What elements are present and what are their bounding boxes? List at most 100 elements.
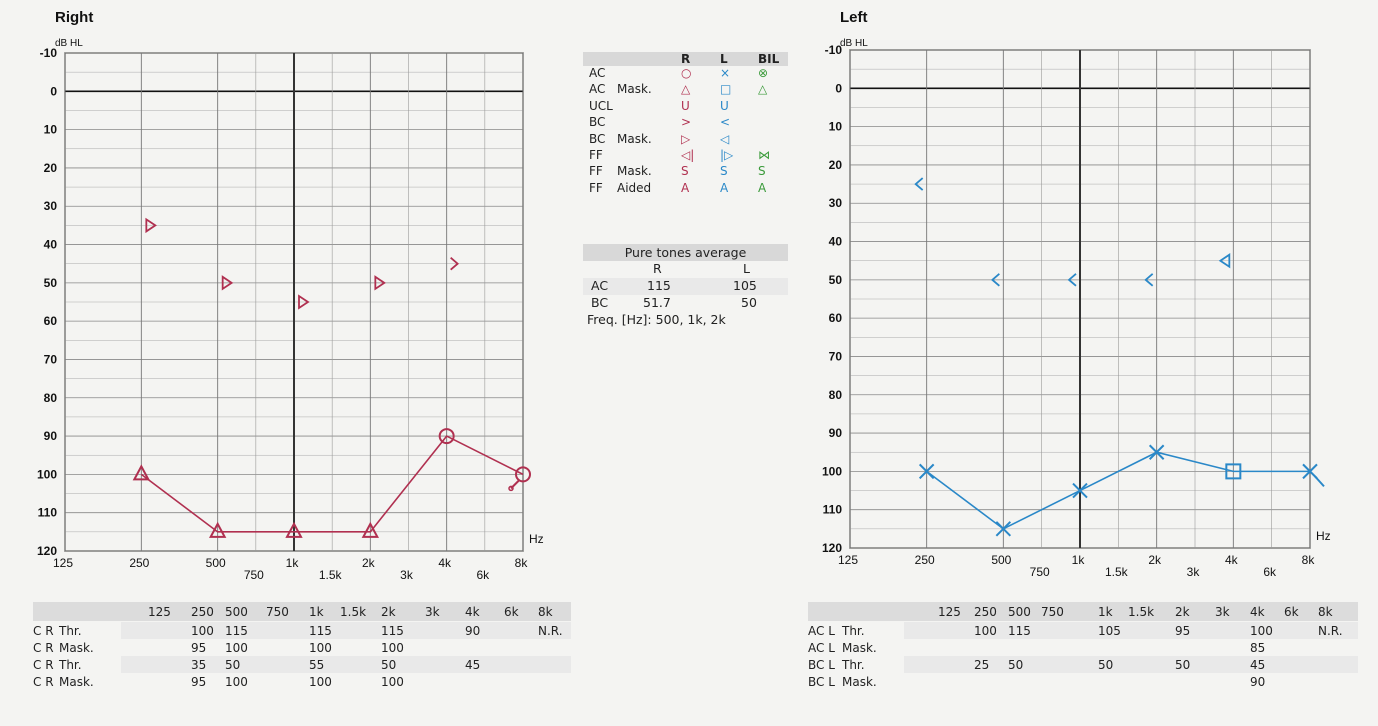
legend-label: BC — [589, 115, 606, 130]
x-tick-label: 8k — [1302, 553, 1316, 567]
legend-symbol-l: < — [720, 115, 731, 130]
table-header-cell: 1k — [309, 605, 324, 619]
table-row-code: BC L — [808, 658, 835, 672]
table-row-code: C R — [33, 658, 54, 672]
y-tick-label: 30 — [829, 196, 843, 210]
x-tick-label: 4k — [438, 556, 452, 570]
table-header-cell: 4k — [465, 605, 480, 619]
legend-label: FF — [589, 180, 603, 195]
data-point-ac-cross — [1302, 463, 1318, 480]
table-row-code: BC L — [808, 675, 835, 689]
x-tick-label: 1k — [1072, 553, 1086, 567]
table-cell: 115 — [225, 624, 248, 638]
table-cell: N.R. — [1318, 624, 1343, 638]
table-header-cell: 3k — [1215, 605, 1230, 619]
pure-tone-average: Pure tones average R L AC 115 105 BC 51.… — [583, 244, 788, 329]
x-tick-label: 1.5k — [1105, 565, 1129, 579]
data-point-ac-masked — [361, 521, 380, 538]
table-cell: 100 — [225, 641, 248, 655]
legend-label-qualifier: Mask. — [617, 131, 652, 146]
x-tick-label: 125 — [53, 556, 73, 570]
y-tick-label: 60 — [44, 314, 58, 328]
table-row-code: AC L — [808, 641, 835, 655]
legend-symbol-l: ◁ — [720, 131, 730, 146]
table-cell: 100 — [309, 641, 332, 655]
data-point-ac-cross — [1148, 444, 1165, 460]
y-tick-label: 70 — [829, 349, 843, 363]
y-tick-label: 120 — [822, 541, 842, 555]
y-axis-label: dB HL — [55, 38, 83, 49]
table-header-cell: 8k — [538, 605, 553, 619]
table-cell: 50 — [1098, 658, 1114, 672]
table-cell: 25 — [974, 658, 990, 672]
x-tick-label: 4k — [1225, 553, 1239, 567]
x-tick-label: 2k — [362, 556, 376, 570]
legend-symbol-l: × — [720, 66, 731, 80]
table-row-code: C R — [33, 675, 54, 689]
pta-label: BC — [591, 295, 609, 310]
table-row-code: AC L — [808, 624, 835, 638]
table-row — [121, 622, 571, 639]
legend-row: AC ○ × ⊗ — [583, 66, 788, 82]
legend-label-qualifier: Mask. — [617, 82, 652, 97]
table-cell: 100 — [191, 624, 214, 638]
x-tick-label: 2k — [1148, 553, 1162, 567]
x-tick-label: 6k — [1263, 565, 1277, 579]
table-cell: 100 — [1250, 624, 1273, 638]
table-cell: 100 — [309, 675, 332, 689]
legend-symbol-bil: ⊗ — [758, 66, 769, 80]
y-tick-label: 120 — [37, 544, 57, 558]
legend-symbol-bil: A — [758, 180, 767, 195]
x-tick-label: 6k — [476, 568, 490, 582]
legend-label: AC — [589, 82, 606, 97]
legend-label-qualifier: Mask. — [617, 164, 652, 179]
x-tick-label: 125 — [838, 553, 858, 567]
legend-col-r: R — [681, 52, 691, 66]
pta-freq-text: Freq. [Hz]: 500, 1k, 2k — [587, 312, 726, 327]
table-cell: 115 — [309, 624, 332, 638]
legend-header: R L BIL — [583, 52, 788, 66]
data-point-bc-masked — [298, 294, 310, 310]
table-cell: N.R. — [538, 624, 563, 638]
pta-value-l: 105 — [733, 278, 757, 293]
data-point-bc — [990, 273, 1000, 287]
audiogram-right: Right dB HL-10 0 10 20 30 40 50 60 70 80 90 100 110 12… — [37, 9, 544, 582]
legend-label-qualifier: Aided — [617, 180, 652, 195]
legend-col-bil: BIL — [758, 52, 780, 66]
data-point-ac-circle — [515, 466, 531, 483]
table-cell: 95 — [191, 675, 207, 689]
table-header-cell: 2k — [1175, 605, 1190, 619]
legend-rows: AC ○ × ⊗ AC Mask. △ □ △ UCL U U BC > < BC Mask. ▷ ◁ FF ◁| |▷ ⋈… — [583, 66, 788, 197]
table-row-label: Thr. — [59, 624, 82, 638]
y-tick-label: 0 — [50, 84, 57, 98]
audiogram-left: Left dB HL-10 0 10 20 30 40 50 60 70 80 90 100 110 120… — [822, 9, 1331, 579]
data-point-ac-cross — [918, 463, 935, 480]
legend-row: AC Mask. △ □ △ — [583, 82, 788, 98]
legend-row: FF Mask. S S S — [583, 164, 788, 180]
table-cell: 35 — [191, 658, 207, 672]
table-row-label: Thr. — [842, 624, 865, 638]
y-tick-label: 0 — [835, 81, 842, 95]
x-tick-label: 1k — [286, 556, 300, 570]
legend-symbol-r: ○ — [681, 66, 692, 80]
legend-symbol-r: U — [681, 98, 690, 113]
data-point-bc-masked — [145, 217, 157, 234]
table-cell: 85 — [1250, 641, 1266, 655]
legend-symbol-r: ◁| — [681, 147, 695, 162]
table-row-label: Thr. — [59, 658, 82, 672]
table-row-label: Thr. — [842, 658, 865, 672]
no-response-arrow — [1314, 475, 1325, 488]
data-point-bc-masked — [1218, 253, 1231, 269]
table-row — [904, 622, 1358, 639]
table-row-label: Mask. — [842, 641, 877, 655]
table-row-label: Mask. — [59, 675, 94, 689]
x-tick-label: 500 — [206, 556, 226, 570]
legend-symbol-l: S — [720, 164, 728, 179]
data-point-bc — [1067, 273, 1077, 287]
table-row-code: C R — [33, 641, 54, 655]
pta-title: Pure tones average — [583, 244, 788, 261]
pta-freq: Freq. [Hz]: 500, 1k, 2k — [583, 312, 788, 329]
table-row — [904, 673, 1358, 690]
x-tick-label: 500 — [991, 553, 1011, 567]
x-tick-label: 250 — [129, 556, 149, 570]
